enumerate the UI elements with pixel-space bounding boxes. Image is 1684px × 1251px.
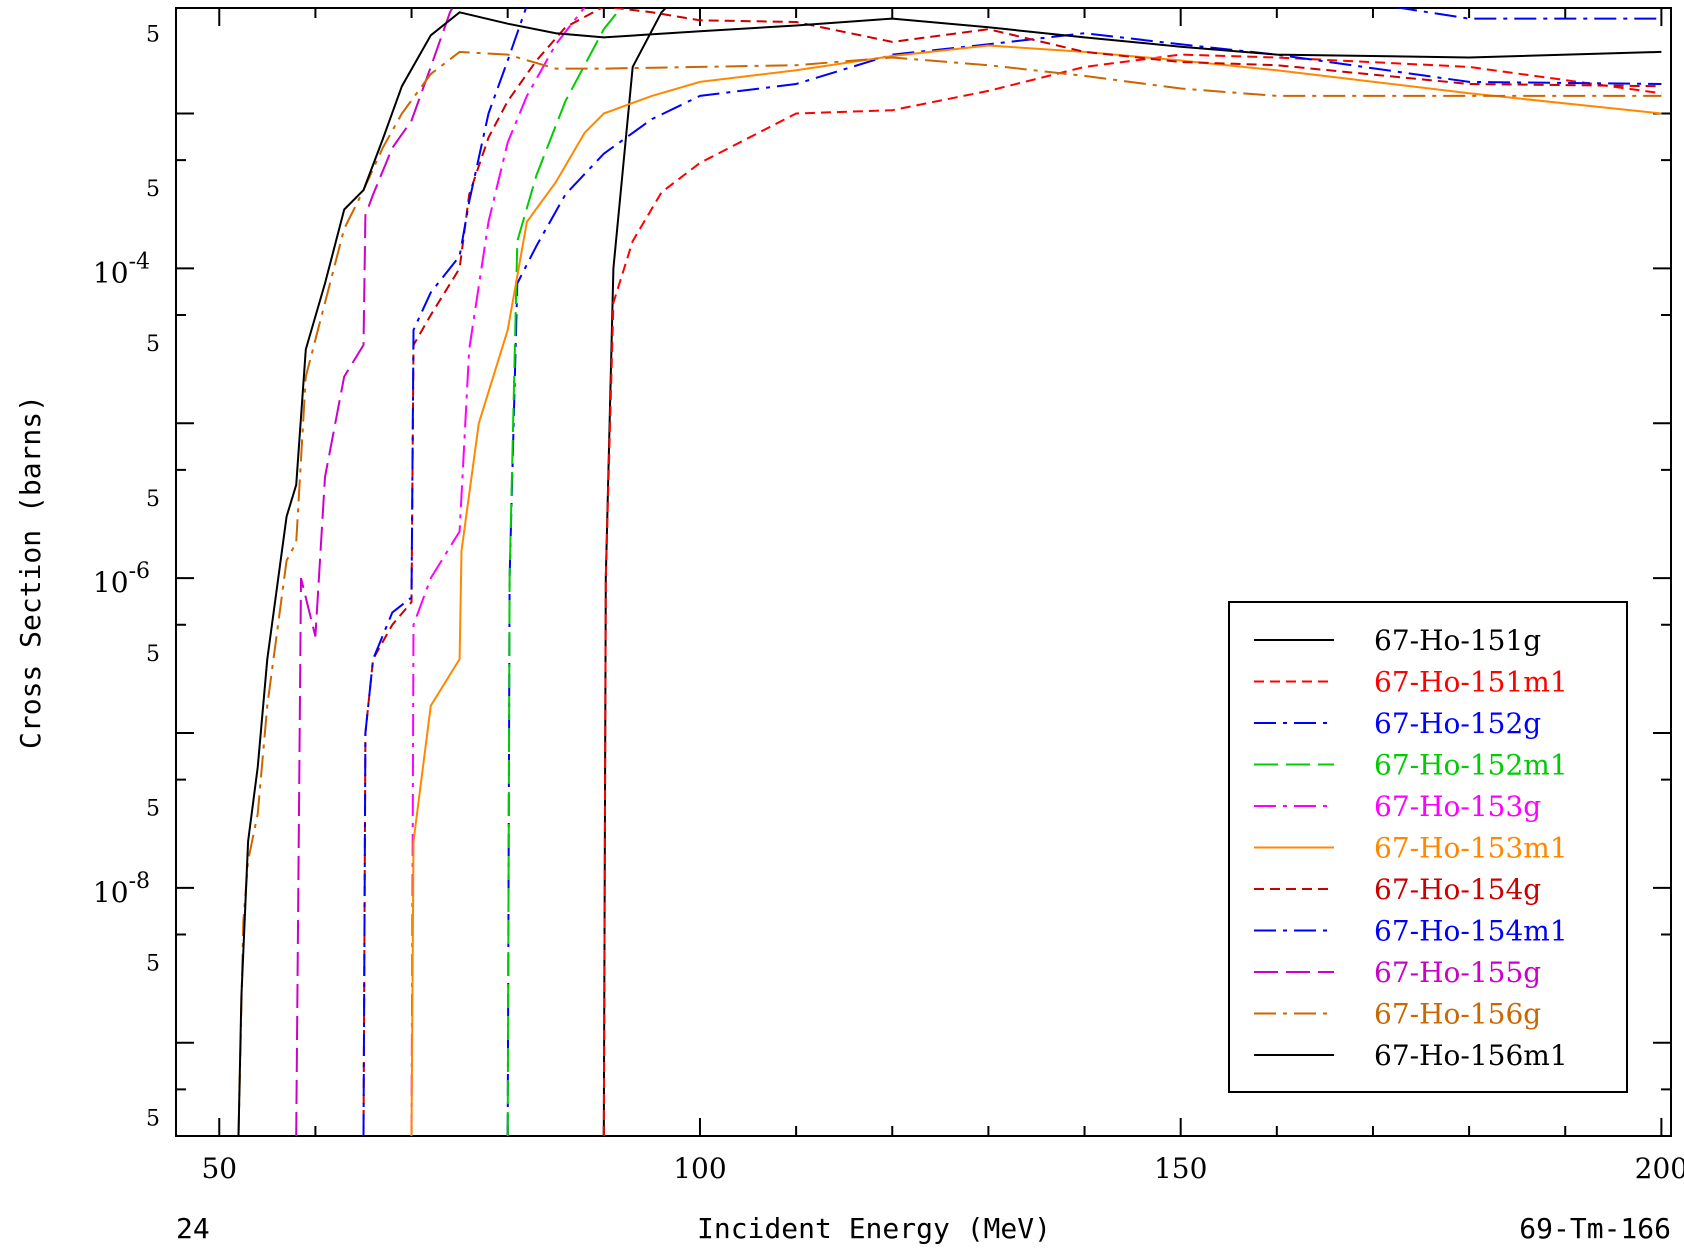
- series-layer: [237, 8, 1662, 1136]
- legend-label: 67-Ho-156g: [1374, 998, 1541, 1031]
- plot-frame: [175, 7, 1672, 1137]
- x-axis-ticks: 50 100 150 200: [201, 8, 1684, 1185]
- legend-label: 67-Ho-152g: [1374, 707, 1541, 740]
- corner-label-right: 69-Tm-166: [1519, 1212, 1671, 1245]
- legend-label: 67-Ho-154m1: [1374, 915, 1568, 948]
- series-line-67-ho-152g: [506, 32, 1662, 1136]
- legend-label: 67-Ho-153g: [1374, 790, 1541, 823]
- legend: 67-Ho-151g 67-Ho-151m1 67-Ho-152g 67-Ho-152…: [1228, 601, 1628, 1093]
- legend-label: 67-Ho-153m1: [1374, 832, 1568, 865]
- y-minor-label: 5: [146, 177, 160, 202]
- series-line-67-ho-156g: [237, 50, 1662, 1136]
- y-minor-label: 5: [146, 952, 160, 977]
- legend-label: 67-Ho-151g: [1374, 624, 1541, 657]
- y-minor-label: 5: [146, 1106, 160, 1131]
- y-tick-label: 10-6: [93, 559, 150, 599]
- series-line-67-ho-153g: [410, 8, 586, 1136]
- series-line-67-ho-151m1: [602, 53, 1662, 1136]
- x-tick-label: 200: [1635, 1152, 1684, 1185]
- series-line-67-ho-151g: [602, 8, 668, 1136]
- y-tick-label: 10-8: [93, 869, 150, 909]
- x-tick-label: 50: [201, 1152, 237, 1185]
- series-line-67-ho-154m1: [362, 8, 1662, 1136]
- legend-label: 67-Ho-155g: [1374, 956, 1541, 989]
- y-minor-label: 5: [146, 642, 160, 667]
- series-line-67-ho-155g: [295, 8, 454, 1136]
- legend-label: 67-Ho-154g: [1374, 873, 1541, 906]
- y-minor-label: 5: [146, 487, 160, 512]
- y-minor-label: 5: [146, 22, 160, 47]
- x-axis-title: Incident Energy (MeV): [697, 1212, 1051, 1245]
- legend-label: 67-Ho-156m1: [1374, 1039, 1568, 1072]
- series-line-67-ho-156m1: [237, 11, 1662, 1136]
- series-line-67-ho-154g: [362, 8, 1662, 1136]
- y-axis-title: Cross Section (barns): [14, 395, 47, 749]
- series-line-67-ho-152m1: [506, 8, 623, 1136]
- x-tick-label: 100: [673, 1152, 726, 1185]
- x-tick-label: 150: [1154, 1152, 1207, 1185]
- series-line-67-ho-153m1: [410, 44, 1662, 1136]
- y-tick-label: 10-4: [93, 249, 150, 289]
- legend-label: 67-Ho-152m1: [1374, 749, 1568, 782]
- y-minor-label: 5: [146, 332, 160, 357]
- corner-label-left: 24: [176, 1212, 210, 1245]
- legend-entries: 67-Ho-151g 67-Ho-151m1 67-Ho-152g 67-Ho-152…: [1254, 624, 1568, 1072]
- y-minor-label: 5: [146, 797, 160, 822]
- legend-label: 67-Ho-151m1: [1374, 666, 1568, 699]
